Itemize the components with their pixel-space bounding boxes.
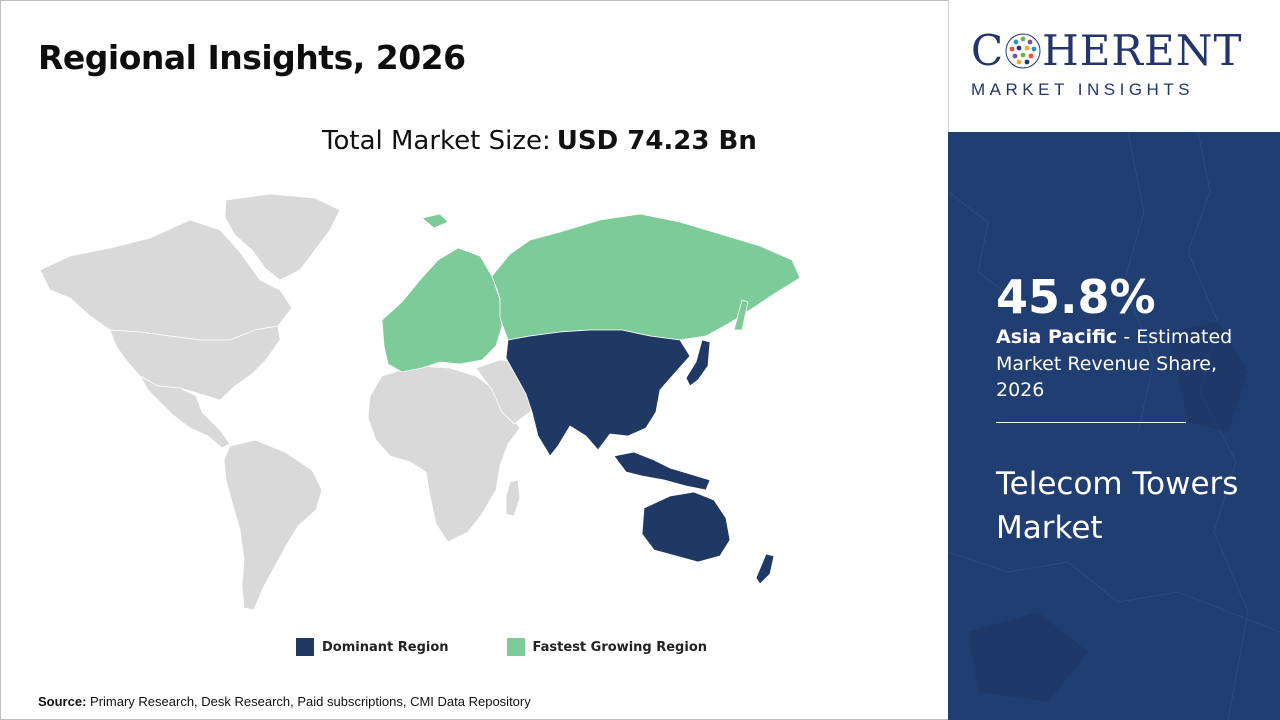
share-region: Asia Pacific bbox=[996, 326, 1118, 348]
source-text: Primary Research, Desk Research, Paid su… bbox=[90, 694, 531, 709]
world-map-svg bbox=[39, 193, 801, 611]
map-region-sakhalin bbox=[733, 299, 749, 331]
market-name: Telecom Towers Market bbox=[996, 466, 1239, 547]
legend-item-dominant: Dominant Region bbox=[296, 638, 449, 656]
total-market-size: Total Market Size: USD 74.23 Bn bbox=[322, 126, 757, 156]
map-region-south-america bbox=[223, 439, 323, 611]
legend-label-fastest: Fastest Growing Region bbox=[532, 639, 708, 655]
share-description: Asia Pacific - Estimated Market Revenue … bbox=[996, 324, 1246, 404]
map-region-new-zealand bbox=[755, 553, 775, 585]
logo-text-post: HERENT bbox=[1042, 26, 1243, 75]
logo-tagline: MARKET INSIGHTS bbox=[971, 80, 1195, 99]
legend-item-fastest: Fastest Growing Region bbox=[506, 638, 708, 656]
map-region-central-america bbox=[138, 374, 231, 449]
map-region-southeast-asia bbox=[613, 451, 711, 491]
map-region-australia bbox=[641, 491, 731, 563]
share-description-text: - Estimated Market Revenue Share, 2026 bbox=[996, 326, 1233, 402]
source-note: Source: Primary Research, Desk Research,… bbox=[38, 694, 531, 709]
map-region-africa bbox=[367, 365, 521, 543]
logo-text-pre: C bbox=[971, 26, 1005, 75]
share-value: 45.8% bbox=[996, 270, 1156, 324]
map-region-iceland bbox=[421, 213, 449, 229]
highlight-panel: 45.8% Asia Pacific - Estimated Market Re… bbox=[948, 132, 1280, 720]
logo-wordmark: C HERENT bbox=[971, 26, 1242, 75]
legend-swatch-fastest bbox=[506, 638, 525, 656]
market-size-label: Total Market Size: bbox=[322, 126, 551, 156]
legend-swatch-dominant bbox=[296, 638, 314, 656]
page-title: Regional Insights, 2026 bbox=[38, 38, 466, 77]
panel-background-texture bbox=[948, 132, 1280, 720]
legend-label-dominant: Dominant Region bbox=[322, 639, 449, 655]
logo-globe-icon bbox=[1005, 33, 1041, 69]
map-region-russia bbox=[491, 213, 801, 341]
map-legend: Dominant Region Fastest Growing Region bbox=[296, 638, 765, 656]
market-size-value: USD 74.23 Bn bbox=[556, 126, 757, 156]
source-label: Source: bbox=[38, 694, 87, 709]
map-region-europe bbox=[381, 247, 503, 373]
panel-divider bbox=[996, 422, 1186, 423]
world-map bbox=[30, 190, 830, 620]
map-region-greenland bbox=[224, 193, 341, 281]
brand-logo: C HERENT MARKET INSIGHTS bbox=[948, 0, 1280, 132]
map-region-japan bbox=[685, 339, 711, 387]
map-region-asia bbox=[505, 329, 691, 457]
map-region-madagascar bbox=[505, 479, 521, 517]
